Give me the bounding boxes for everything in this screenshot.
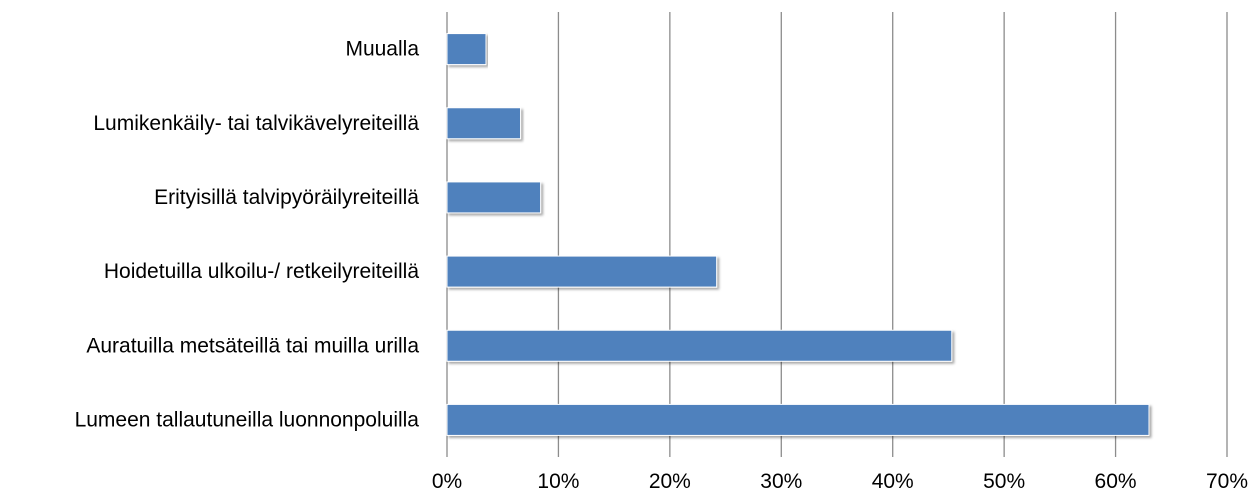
x-tick-label: 20% xyxy=(649,470,691,493)
bars xyxy=(446,33,1150,436)
category-label: Lumeen tallautuneilla luonnonpoluilla xyxy=(75,408,420,431)
x-tick-label: 0% xyxy=(432,470,462,493)
category-label: Muualla xyxy=(345,38,419,61)
bar xyxy=(446,403,1150,436)
x-tick-label: 40% xyxy=(872,470,914,493)
x-tick-label: 50% xyxy=(983,470,1025,493)
category-labels: Lumeen tallautuneilla luonnonpoluilla Aur… xyxy=(75,38,420,432)
category-label: Auratuilla metsäteillä tai muilla urilla xyxy=(86,334,419,357)
category-label: Lumikenkäily- tai talvikävelyreiteillä xyxy=(93,112,419,135)
category-label: Hoidetuilla ulkoilu-/ retkeilyreiteillä xyxy=(104,260,419,283)
grid-lines xyxy=(446,12,1228,457)
x-tick-label: 30% xyxy=(760,470,802,493)
x-tick-labels: 0% 10% 20% 30% 40% 50% 60% 70% xyxy=(432,470,1248,493)
bar xyxy=(446,33,487,66)
bar xyxy=(446,255,718,288)
x-tick-label: 70% xyxy=(1206,470,1248,493)
bar xyxy=(446,181,542,214)
category-label: Erityisillä talvipyöräilyreiteillä xyxy=(154,186,419,209)
bar xyxy=(446,329,953,362)
x-tick-label: 10% xyxy=(537,470,579,493)
bar xyxy=(446,107,522,140)
x-tick-label: 60% xyxy=(1095,470,1137,493)
